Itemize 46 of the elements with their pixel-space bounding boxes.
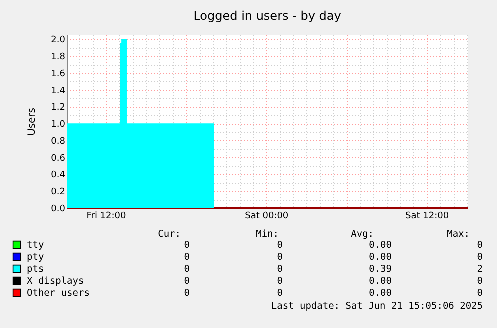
- legend-label: pts: [27, 264, 44, 275]
- y-tick-label: 1.0: [51, 120, 66, 130]
- text: 0: [184, 264, 190, 275]
- text: Min:: [256, 229, 279, 240]
- x-tick-label: Fri 12:00: [86, 212, 127, 222]
- text: 0: [277, 288, 284, 299]
- y-tick-label: 0.6: [51, 154, 66, 164]
- text: 0: [184, 288, 190, 299]
- text: 0: [277, 276, 284, 287]
- y-tick-label: 0.8: [51, 136, 66, 147]
- text: 0: [184, 276, 190, 287]
- y-tick-label: 0.2: [51, 188, 66, 198]
- text: 0: [277, 252, 284, 263]
- x-tick-label: Sat 00:00: [245, 212, 289, 222]
- text: Cur:: [158, 229, 181, 240]
- legend-label: tty: [27, 240, 44, 251]
- y-tick-label: 1.2: [51, 103, 66, 114]
- legend-label: X displays: [27, 276, 84, 287]
- text: 0: [477, 240, 484, 251]
- x-tick-label: Sat 12:00: [406, 212, 450, 222]
- text: 0: [477, 252, 484, 263]
- text: Max:: [447, 229, 470, 240]
- text: 0.39: [369, 264, 392, 275]
- text: 0: [277, 240, 284, 251]
- legend-label: Other users: [27, 288, 90, 299]
- text: Last update: Sat Jun 21 15:05:06 2025: [271, 301, 483, 312]
- text: 0.00: [369, 288, 392, 299]
- y-tick-label: 1.4: [51, 86, 66, 96]
- text: 0.00: [369, 252, 392, 263]
- y-tick-label: 1.8: [51, 52, 66, 63]
- text: 2: [477, 264, 483, 275]
- text: 0.00: [369, 276, 392, 287]
- y-tick-label: 0.4: [51, 170, 66, 181]
- text: 0: [477, 288, 484, 299]
- text: Avg:: [351, 229, 374, 240]
- y-axis-title: Users: [27, 108, 38, 136]
- y-tick-label: 1.6: [51, 69, 66, 80]
- y-tick-label: 2.0: [51, 36, 66, 46]
- text: 0.00: [369, 240, 392, 251]
- y-tick-label: 0.0: [51, 204, 66, 214]
- chart-title: Logged in users - by day: [194, 9, 342, 23]
- text: 0: [184, 240, 190, 251]
- text: 0: [277, 264, 284, 275]
- legend-label: pty: [27, 252, 44, 263]
- text: 0: [184, 252, 190, 263]
- text: 0: [477, 276, 484, 287]
